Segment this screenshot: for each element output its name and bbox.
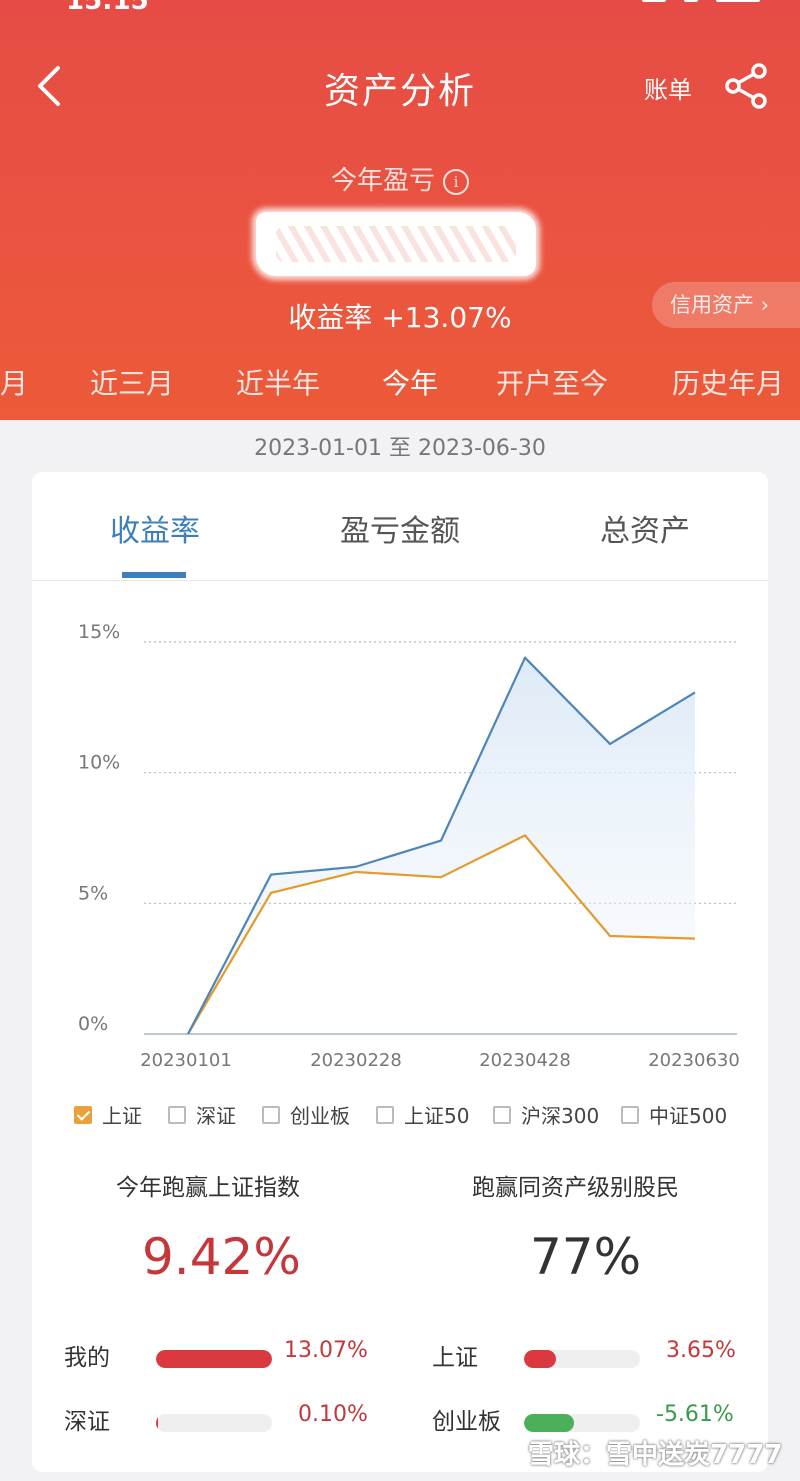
tab-period-3[interactable]: 今年	[382, 367, 439, 400]
legend-item-sh[interactable]: 上证	[74, 1100, 142, 1129]
x-tick-label: 20230228	[310, 1050, 402, 1071]
beat-index-label: 今年跑赢上证指数	[116, 1175, 300, 1201]
info-icon[interactable]: i	[443, 169, 469, 195]
x-tick-label: 20230101	[140, 1050, 232, 1071]
compare-row-sh: 上证 3.65%	[432, 1334, 742, 1374]
beat-index-value: 9.42%	[142, 1228, 301, 1286]
legend-label: 深证	[196, 1104, 236, 1128]
legend-item-sz[interactable]: 深证	[168, 1100, 236, 1129]
beat-peers-value: 77%	[530, 1228, 642, 1286]
tab-yield-rate[interactable]: 收益率	[110, 514, 200, 549]
compare-label: 创业板	[432, 1409, 501, 1435]
legend-label: 上证50	[404, 1104, 470, 1128]
legend-item-sz50[interactable]: 上证50	[376, 1100, 469, 1129]
area-fill	[188, 657, 695, 1034]
y-tick-label: 0%	[78, 1013, 108, 1035]
x-tick-label: 20230630	[648, 1050, 740, 1071]
compare-label: 我的	[64, 1345, 110, 1371]
series-line	[187, 656, 696, 1035]
checkbox-icon[interactable]	[376, 1105, 394, 1124]
tab-period-4[interactable]: 开户至今	[496, 367, 609, 400]
legend-label: 上证	[102, 1104, 142, 1128]
watermark: 雪球：雪中送炭7777	[528, 1440, 783, 1470]
compare-track	[156, 1350, 272, 1368]
compare-fill	[524, 1414, 574, 1432]
legend-label: 创业板	[290, 1104, 350, 1128]
checkbox-icon[interactable]	[621, 1105, 639, 1124]
legend-item-hs300[interactable]: 沪深300	[493, 1100, 599, 1129]
compare-value: 13.07%	[284, 1338, 368, 1363]
back-icon[interactable]	[32, 62, 72, 110]
header: 15:15 资产分析 账单 今年盈亏 i 收益率 +13.07% 信用资产 › 一…	[0, 0, 800, 420]
compare-row-sz: 深证 0.10%	[64, 1398, 374, 1438]
active-tab-indicator	[122, 572, 186, 578]
analysis-card: 收益率 盈亏金额 总资产 15% 10% 5% 0% 20230101 20230228 2…	[32, 472, 768, 1472]
compare-value: -5.61%	[656, 1402, 734, 1427]
tab-pnl-amount[interactable]: 盈亏金额	[340, 514, 460, 549]
compare-track	[156, 1414, 272, 1432]
checkbox-checked-icon[interactable]	[74, 1105, 92, 1124]
legend-label: 中证500	[649, 1104, 728, 1128]
tab-total-assets[interactable]: 总资产	[600, 514, 690, 549]
pnl-label-text: 今年盈亏	[330, 166, 435, 196]
checkbox-icon[interactable]	[493, 1105, 511, 1124]
pnl-label: 今年盈亏 i	[0, 160, 800, 197]
series-line	[187, 834, 696, 1035]
compare-track	[524, 1350, 640, 1368]
compare-label: 深证	[64, 1409, 110, 1435]
checkbox-icon[interactable]	[168, 1105, 186, 1124]
status-icons	[642, 0, 760, 2]
y-tick-label: 5%	[78, 882, 108, 904]
tab-period-1[interactable]: 近三月	[90, 367, 175, 400]
page-title: 资产分析	[323, 71, 476, 112]
compare-fill	[156, 1350, 272, 1368]
status-time: 15:15	[66, 0, 149, 16]
tab-period-2[interactable]: 近半年	[236, 367, 321, 400]
yield-rate: 收益率 +13.07%	[288, 301, 512, 334]
legend-item-cyb[interactable]: 创业板	[262, 1100, 350, 1129]
y-tick-label: 15%	[78, 621, 120, 643]
compare-fill	[524, 1350, 557, 1368]
beat-peers-label: 跑赢同资产级别股民	[472, 1175, 679, 1201]
bill-button[interactable]: 账单	[644, 76, 692, 104]
yield-line-chart: 15% 10% 5% 0% 20230101 20230228 20230428 202306…	[78, 621, 740, 1071]
share-icon[interactable]	[722, 62, 770, 110]
compare-track	[524, 1414, 640, 1432]
legend-label: 沪深300	[521, 1104, 600, 1128]
compare-row-mine: 我的 13.07%	[64, 1334, 374, 1374]
y-tick-label: 10%	[78, 752, 120, 774]
period-tabs: 一月 近三月 近半年 今年 开户至今 历史年月	[0, 352, 800, 416]
credit-assets-button[interactable]: 信用资产 ›	[652, 282, 800, 328]
compare-label: 上证	[432, 1345, 478, 1371]
metric-tabs: 收益率 盈亏金额 总资产	[32, 472, 768, 581]
masked-pnl-amount	[256, 212, 536, 276]
date-range: 2023-01-01 至 2023-06-30	[254, 436, 546, 461]
compare-value: 3.65%	[666, 1338, 736, 1363]
tab-period-5[interactable]: 历史年月	[672, 367, 785, 400]
tab-period-0[interactable]: 一月	[0, 367, 29, 400]
checkbox-icon[interactable]	[262, 1105, 280, 1124]
compare-row-cyb: 创业板 -5.61%	[432, 1398, 742, 1438]
x-tick-label: 20230428	[479, 1050, 571, 1071]
compare-value: 0.10%	[298, 1402, 368, 1427]
index-legend: 上证 深证 创业板 上证50 沪深300 中证500	[74, 1100, 774, 1134]
compare-fill	[156, 1414, 159, 1432]
legend-item-zz500[interactable]: 中证500	[621, 1100, 727, 1129]
